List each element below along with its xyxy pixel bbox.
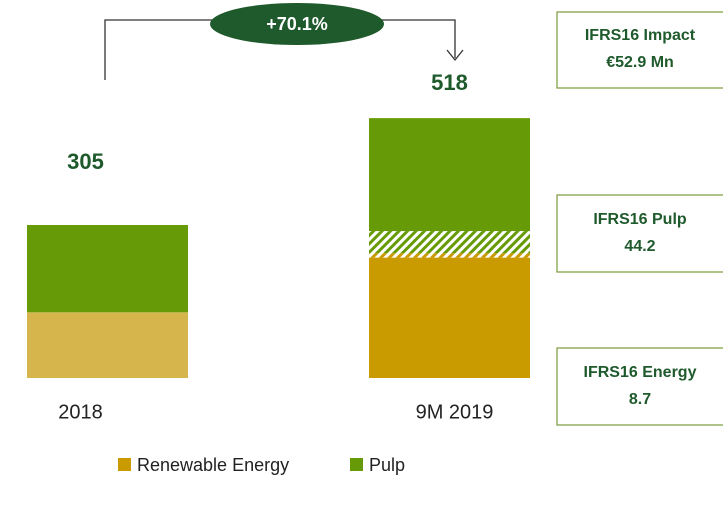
impact-value: €52.9 Mn [606, 54, 674, 71]
ifrs-energy-box [556, 347, 723, 426]
legend-label: Renewable Energy [137, 455, 289, 475]
legend-swatch [118, 458, 131, 471]
total-label: 518 [431, 70, 468, 95]
x-tick-label: 2018 [58, 401, 103, 423]
bar-segment [369, 231, 530, 254]
bar-segment [369, 257, 530, 378]
bar-segment [369, 118, 530, 232]
growth-arrowhead [446, 49, 464, 62]
bar-segment [369, 253, 530, 258]
ifrs-pulp-box [556, 194, 723, 273]
ifrs-energy-value: 8.7 [629, 391, 651, 408]
impact-box [556, 11, 723, 89]
bar-segment [27, 312, 188, 378]
growth-badge [210, 3, 384, 45]
impact-label: IFRS16 Impact [585, 27, 696, 44]
ifrs-pulp-value: 44.2 [624, 238, 655, 255]
growth-label: +70.1% [266, 14, 328, 34]
ifrs-energy-label: IFRS16 Energy [584, 364, 697, 381]
total-label: 305 [67, 149, 104, 174]
legend-label: Pulp [369, 455, 405, 475]
x-tick-label: 9M 2019 [416, 401, 494, 423]
bar-segment [27, 224, 188, 313]
ifrs-pulp-label: IFRS16 Pulp [593, 211, 687, 228]
legend-swatch [350, 458, 363, 471]
